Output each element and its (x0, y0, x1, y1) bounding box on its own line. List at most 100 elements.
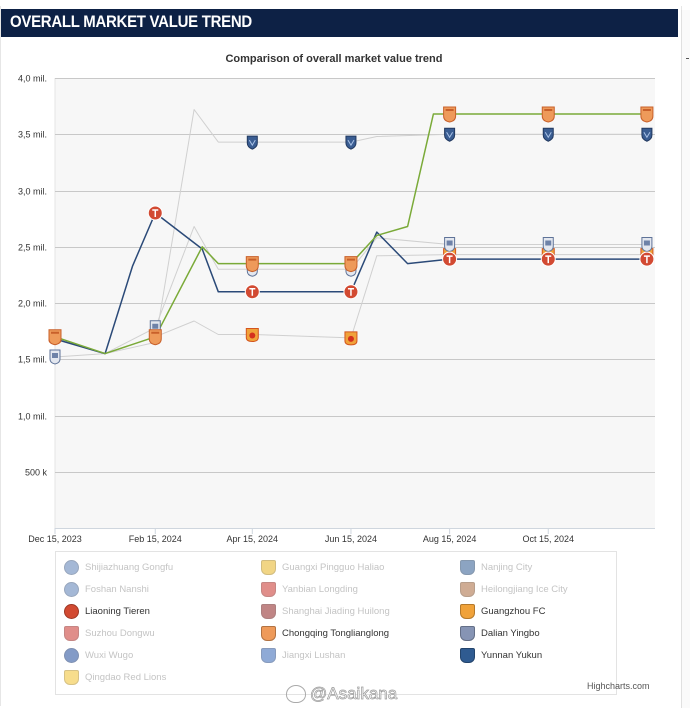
yellow-shield-icon (64, 669, 79, 685)
legend-item-label: Jiangxi Lushan (282, 649, 346, 661)
data-point-marker (345, 135, 357, 150)
data-point-marker (641, 127, 653, 142)
red-crest-icon (64, 625, 79, 641)
data-point-marker (442, 251, 458, 267)
blue-shield-icon (460, 559, 475, 575)
legend-item[interactable]: Nanjing City (460, 559, 532, 575)
y-tick-label: 3,0 mil. (18, 187, 47, 197)
marker-glyph (51, 331, 59, 334)
orange-shield-icon (261, 625, 276, 641)
marker-glyph (445, 109, 454, 111)
legend-item[interactable]: Yunnan Yukun (460, 647, 542, 663)
legend-item[interactable]: Shijiazhuang Gongfu (64, 559, 173, 575)
data-point-marker (444, 237, 456, 253)
marker-shape (246, 135, 258, 150)
legend-item[interactable]: Suzhou Dongwu (64, 625, 155, 641)
blue-shield-icon (460, 647, 475, 663)
edge-mark (686, 58, 689, 59)
y-axis-ticks: 500 k 1,0 mil. 1,5 mil. 2,0 mil. 2,5 mil. 3,0… (18, 74, 48, 478)
legend-item-label: Guangxi Pingguo Haliao (282, 561, 385, 573)
data-point-marker (542, 237, 554, 253)
marker-glyph (152, 323, 159, 329)
x-tick-label: Oct 15, 2024 (522, 534, 574, 544)
data-point-marker (147, 205, 163, 221)
legend-item[interactable]: Guangxi Pingguo Haliao (261, 559, 384, 575)
weibo-icon (286, 685, 306, 703)
marker-shape (542, 127, 554, 142)
x-tick-label: Feb 15, 2024 (129, 534, 182, 544)
x-tick-label: Aug 15, 2024 (423, 534, 477, 544)
legend-item[interactable]: Yanbian Longding (261, 581, 358, 597)
red-crest-icon (261, 581, 276, 597)
legend-item[interactable]: Heilongjiang Ice City (460, 581, 568, 597)
x-axis-ticks: Dec 15, 2023 Feb 15, 2024 Apr 15, 2024 Jun … (28, 534, 574, 544)
marker-glyph (643, 131, 651, 139)
page-title: OVERALL MARKET VALUE TREND (10, 12, 252, 31)
dark-red-crest-icon (261, 603, 276, 619)
marker-glyph (152, 209, 159, 217)
legend-item-label: Wuxi Wugo (85, 649, 134, 661)
data-point-marker (540, 251, 556, 267)
y-tick-label: 2,0 mil. (18, 299, 47, 309)
right-panel-edge (681, 10, 690, 708)
legend-item[interactable]: Jiangxi Lushan (261, 647, 345, 663)
marker-glyph (52, 353, 58, 358)
legend-item[interactable]: Foshan Nanshi (64, 581, 149, 597)
data-point-marker (541, 106, 555, 123)
y-tick-label: 2,5 mil. (18, 243, 47, 253)
marker-glyph (248, 139, 256, 147)
data-point-marker (246, 135, 258, 150)
marker-glyph (545, 255, 552, 264)
yellow-crest-icon (261, 559, 276, 575)
legend-item[interactable]: Qingdao Red Lions (64, 669, 166, 685)
y-tick-label: 4,0 mil. (18, 74, 47, 84)
y-tick-label: 1,0 mil. (18, 412, 47, 422)
data-point-marker (641, 237, 653, 253)
watermark-text: @Asaikana (310, 684, 398, 704)
marker-glyph (643, 240, 650, 246)
data-point-marker (343, 284, 359, 300)
legend-item-label: Qingdao Red Lions (85, 671, 167, 683)
data-point-marker (443, 106, 457, 123)
marker-glyph (643, 255, 650, 264)
data-point-marker (344, 256, 358, 273)
data-point-marker (245, 256, 259, 273)
legend-item[interactable]: Wuxi Wugo (64, 647, 133, 663)
chart-title: Comparison of overall market value trend (225, 53, 442, 65)
orange-crest-icon (460, 603, 475, 619)
round-crest-icon (64, 559, 79, 575)
legend-item-label: Chongqing Tonglianglong (282, 627, 390, 639)
legend-item-label: Foshan Nanshi (85, 583, 149, 595)
y-tick-label: 500 k (25, 468, 48, 478)
y-tick-label: 3,5 mil. (18, 130, 47, 140)
legend-item-label: Suzhou Dongwu (85, 627, 155, 639)
legend-item[interactable]: Liaoning Tieren (64, 603, 150, 619)
x-tick-label: Jun 15, 2024 (325, 534, 377, 544)
blue-white-shield-icon (261, 647, 276, 663)
legend-item-label: Shanghai Jiading Huilong (282, 605, 390, 617)
credits-link[interactable]: Highcharts.com (587, 681, 650, 691)
chart-legend: Shijiazhuang Gongfu Guangxi Pingguo Halia… (55, 551, 617, 695)
marker-glyph (642, 109, 651, 111)
marker-glyph (545, 240, 552, 246)
marker-glyph (346, 258, 355, 261)
legend-item[interactable]: Dalian Yingbo (460, 625, 540, 641)
marker-shape (641, 127, 653, 142)
marker-glyph (347, 139, 355, 147)
legend-item-label: Nanjing City (481, 561, 533, 573)
legend-item-label: Dalian Yingbo (481, 627, 540, 639)
round-crest-icon (64, 581, 79, 597)
data-point-marker (148, 329, 162, 346)
x-tick-label: Apr 15, 2024 (227, 534, 279, 544)
data-point-marker (344, 331, 358, 346)
legend-item[interactable]: Shanghai Jiading Huilong (261, 603, 390, 619)
legend-item[interactable]: Guangzhou FC (460, 603, 545, 619)
marker-glyph (249, 288, 256, 296)
legend-item[interactable]: Chongqing Tonglianglong (261, 625, 389, 641)
brown-crest-icon (460, 581, 475, 597)
legend-item-label: Liaoning Tieren (85, 605, 150, 617)
watermark: @Asaikana (286, 683, 398, 705)
legend-item-label: Yunnan Yukun (481, 649, 543, 661)
legend-item-label: Heilongjiang Ice City (481, 583, 568, 595)
chart-markers (48, 106, 655, 365)
